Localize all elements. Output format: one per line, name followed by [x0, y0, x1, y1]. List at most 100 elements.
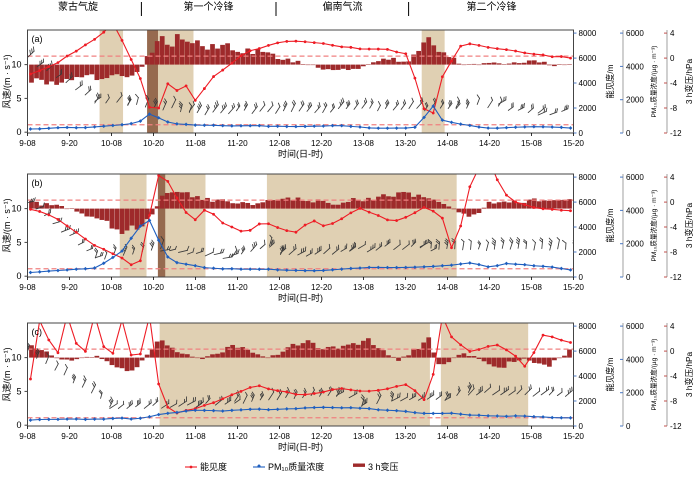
svg-text:13-20: 13-20 [395, 139, 416, 148]
svg-text:时间(日-时): 时间(日-时) [278, 148, 323, 159]
svg-text:PM₁₀质量浓度/(µg · m⁻³): PM₁₀质量浓度/(µg · m⁻³) [649, 339, 658, 411]
svg-text:风速/(m · s⁻¹): 风速/(m · s⁻¹) [2, 54, 12, 108]
svg-text:9-08: 9-08 [19, 139, 36, 148]
svg-text:14-08: 14-08 [437, 139, 458, 148]
svg-text:14-08: 14-08 [437, 283, 458, 292]
svg-text:9-20: 9-20 [61, 139, 78, 148]
svg-text:6000: 6000 [579, 347, 597, 356]
svg-text:6000: 6000 [626, 322, 644, 331]
svg-text:9-08: 9-08 [19, 432, 36, 441]
svg-text:-4: -4 [670, 223, 678, 232]
svg-text:0: 0 [626, 273, 631, 282]
svg-text:风速/(m · s⁻¹): 风速/(m · s⁻¹) [2, 198, 12, 252]
svg-text:4: 4 [670, 29, 675, 38]
svg-text:13-08: 13-08 [353, 139, 374, 148]
svg-text:12-08: 12-08 [269, 139, 290, 148]
svg-text:11-20: 11-20 [227, 139, 248, 148]
svg-text:PM₁₀质量浓度: PM₁₀质量浓度 [268, 461, 324, 472]
svg-text:12-08: 12-08 [269, 283, 290, 292]
svg-text:11-08: 11-08 [185, 432, 206, 441]
svg-text:2000: 2000 [579, 248, 597, 257]
svg-text:0: 0 [16, 127, 21, 137]
svg-text:第二个冷锋: 第二个冷锋 [467, 0, 517, 13]
svg-text:9-08: 9-08 [19, 283, 36, 292]
svg-text:14-20: 14-20 [479, 432, 500, 441]
svg-text:15-20: 15-20 [563, 432, 584, 441]
svg-text:13-20: 13-20 [395, 283, 416, 292]
svg-text:能见度/m: 能见度/m [605, 357, 615, 391]
svg-text:4000: 4000 [579, 79, 597, 88]
svg-text:(b): (b) [32, 178, 43, 188]
svg-text:3 h变压/hPa: 3 h变压/hPa [684, 203, 694, 249]
svg-text:10-08: 10-08 [101, 139, 122, 148]
svg-text:6000: 6000 [579, 54, 597, 63]
svg-text:3 h变压: 3 h变压 [368, 461, 399, 472]
svg-text:10-20: 10-20 [143, 139, 164, 148]
svg-text:14-20: 14-20 [479, 283, 500, 292]
svg-text:8000: 8000 [579, 29, 597, 38]
svg-text:15-08: 15-08 [521, 139, 542, 148]
svg-text:0: 0 [579, 422, 584, 431]
svg-text:10-20: 10-20 [143, 283, 164, 292]
svg-text:3 h变压/hPa: 3 h变压/hPa [684, 352, 694, 398]
svg-text:风速/(m · s⁻¹): 风速/(m · s⁻¹) [2, 347, 12, 401]
svg-text:6000: 6000 [579, 198, 597, 207]
svg-text:蒙古气旋: 蒙古气旋 [58, 0, 98, 13]
svg-text:能见度: 能见度 [200, 461, 227, 472]
svg-text:9-20: 9-20 [61, 283, 78, 292]
svg-text:-4: -4 [670, 79, 678, 88]
svg-text:5: 5 [16, 237, 21, 247]
svg-text:(a): (a) [32, 34, 43, 44]
svg-text:0: 0 [670, 198, 675, 207]
svg-text:-12: -12 [670, 273, 682, 282]
svg-text:11-08: 11-08 [185, 139, 206, 148]
svg-text:12-20: 12-20 [311, 139, 332, 148]
svg-text:3 h变压/hPa: 3 h变压/hPa [684, 59, 694, 105]
svg-text:6000: 6000 [626, 29, 644, 38]
svg-text:11-08: 11-08 [185, 283, 206, 292]
svg-text:4: 4 [670, 173, 675, 182]
svg-text:第一个冷锋: 第一个冷锋 [184, 0, 234, 13]
svg-text:能见度/m: 能见度/m [605, 64, 615, 98]
svg-text:4000: 4000 [579, 372, 597, 381]
svg-text:14-08: 14-08 [437, 432, 458, 441]
svg-text:0: 0 [670, 347, 675, 356]
svg-text:0: 0 [626, 422, 631, 431]
svg-text:4000: 4000 [626, 206, 644, 215]
svg-text:9-20: 9-20 [61, 432, 78, 441]
svg-text:12-20: 12-20 [311, 283, 332, 292]
svg-text:13-08: 13-08 [353, 283, 374, 292]
svg-text:10: 10 [11, 353, 21, 363]
svg-text:14-20: 14-20 [479, 139, 500, 148]
svg-text:8000: 8000 [579, 173, 597, 182]
svg-text:(c): (c) [32, 327, 43, 337]
svg-text:-4: -4 [670, 372, 678, 381]
svg-text:15-20: 15-20 [563, 283, 584, 292]
svg-text:13-20: 13-20 [395, 432, 416, 441]
svg-text:15-08: 15-08 [521, 283, 542, 292]
svg-text:-8: -8 [670, 248, 678, 257]
svg-text:10-08: 10-08 [101, 432, 122, 441]
svg-text:偏南气流: 偏南气流 [323, 0, 363, 13]
svg-text:10-20: 10-20 [143, 432, 164, 441]
svg-text:12-08: 12-08 [269, 432, 290, 441]
svg-text:13-08: 13-08 [353, 432, 374, 441]
svg-text:10: 10 [11, 204, 21, 214]
svg-text:2000: 2000 [579, 397, 597, 406]
svg-text:0: 0 [579, 273, 584, 282]
svg-text:5: 5 [16, 93, 21, 103]
svg-text:-12: -12 [670, 422, 682, 431]
svg-text:2000: 2000 [626, 389, 644, 398]
svg-text:-8: -8 [670, 397, 678, 406]
svg-text:11-20: 11-20 [227, 432, 248, 441]
svg-text:4000: 4000 [579, 223, 597, 232]
svg-text:10: 10 [11, 60, 21, 70]
svg-text:4000: 4000 [626, 355, 644, 364]
svg-text:PM₁₀质量浓度/(µg · m⁻³): PM₁₀质量浓度/(µg · m⁻³) [649, 46, 658, 118]
svg-text:0: 0 [670, 54, 675, 63]
svg-text:2000: 2000 [626, 96, 644, 105]
svg-text:0: 0 [16, 420, 21, 430]
svg-text:0: 0 [579, 129, 584, 138]
svg-text:-8: -8 [670, 104, 678, 113]
svg-text:10-08: 10-08 [101, 283, 122, 292]
